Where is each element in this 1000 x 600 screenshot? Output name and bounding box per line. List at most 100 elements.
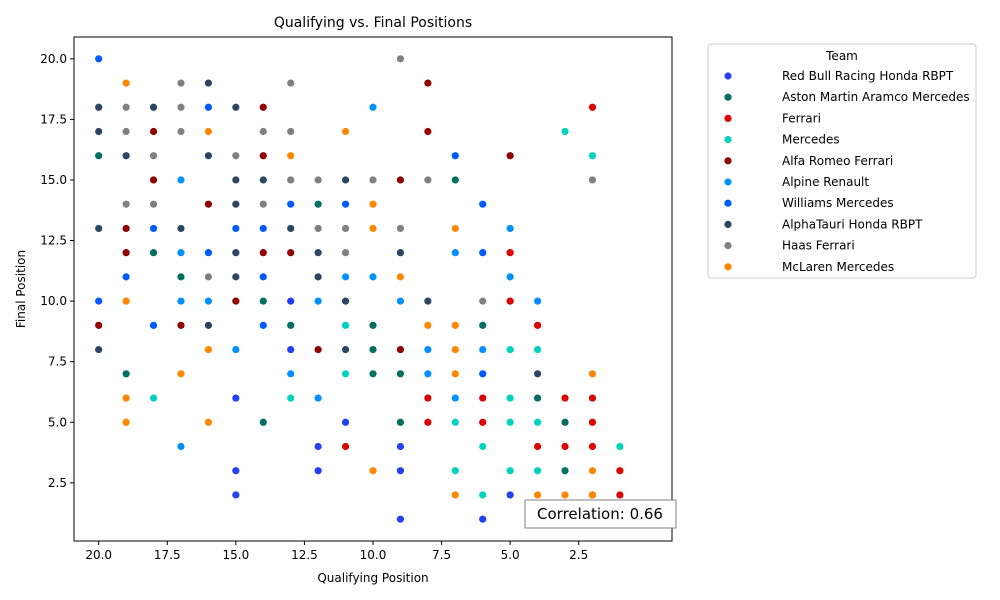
data-point [232, 394, 240, 402]
x-tick-label: 7.5 [432, 548, 451, 562]
data-point [506, 249, 514, 257]
data-point [506, 152, 514, 160]
legend-items: Red Bull Racing Honda RBPT Aston Martin A… [724, 69, 970, 274]
data-point [341, 442, 350, 451]
data-point [314, 297, 322, 305]
data-point [396, 442, 405, 451]
data-point [204, 79, 213, 87]
data-point [149, 103, 158, 111]
data-point [479, 394, 487, 402]
y-axis: 2.5 5.0 7.5 10.0 12.5 15.0 17.5 20.0 [40, 52, 74, 490]
data-point [616, 467, 624, 475]
data-point [122, 200, 130, 208]
data-point [259, 418, 267, 426]
data-point [122, 370, 130, 378]
data-point [479, 321, 487, 329]
data-point [424, 79, 432, 87]
data-point [177, 273, 185, 281]
data-point [424, 394, 432, 402]
data-point [561, 491, 569, 499]
data-point [204, 273, 213, 281]
chart-title: Qualifying vs. Final Positions [274, 15, 472, 31]
data-point [287, 345, 295, 354]
data-point [424, 176, 432, 184]
data-point [424, 370, 432, 378]
data-point [588, 370, 597, 378]
annotation-text: Correlation: 0.66 [537, 505, 663, 523]
data-point [177, 127, 185, 136]
data-point [424, 127, 432, 136]
data-point [533, 442, 542, 451]
data-point [259, 103, 267, 111]
data-point [314, 467, 322, 475]
data-point [259, 273, 267, 281]
data-point [479, 345, 487, 354]
y-tick-label: 7.5 [48, 355, 67, 369]
legend[interactable]: Team Red Bull Racing Honda RBPT Aston Mar… [707, 43, 977, 279]
legend-label: Alpine Renault [782, 175, 869, 189]
y-tick-label: 12.5 [40, 234, 67, 248]
data-point [369, 273, 377, 281]
data-point [204, 200, 213, 208]
data-point [232, 176, 240, 184]
data-point [369, 370, 377, 378]
data-point [204, 418, 213, 426]
data-point [95, 103, 103, 111]
data-point [287, 370, 295, 378]
data-point [204, 345, 213, 354]
data-point [232, 345, 240, 354]
data-point [177, 321, 185, 329]
data-point [369, 345, 377, 354]
data-point [314, 224, 322, 233]
data-point [479, 442, 487, 451]
legend-marker [724, 114, 732, 122]
x-tick-label: 2.5 [569, 548, 588, 562]
data-point [149, 176, 158, 184]
data-point [533, 321, 542, 329]
data-point [314, 249, 322, 257]
data-point [341, 297, 350, 305]
data-point [341, 200, 350, 208]
data-point [451, 224, 459, 233]
y-tick-label: 20.0 [40, 52, 67, 66]
data-point [177, 103, 185, 111]
data-point [287, 394, 295, 402]
data-point [451, 176, 459, 184]
data-point [396, 418, 405, 426]
data-point [232, 200, 240, 208]
data-point [451, 418, 459, 426]
legend-label: Haas Ferrari [782, 239, 855, 253]
x-tick-label: 17.5 [154, 548, 181, 562]
legend-marker [724, 199, 732, 207]
data-point [561, 467, 569, 475]
data-point [149, 127, 158, 136]
data-point [232, 103, 240, 111]
data-point [122, 103, 130, 111]
legend-label: Williams Mercedes [782, 196, 894, 210]
data-point [149, 200, 158, 208]
data-point [533, 418, 542, 426]
legend-label: Alfa Romeo Ferrari [782, 154, 893, 168]
data-point [369, 467, 377, 475]
x-tick-label: 20.0 [85, 548, 112, 562]
data-point [533, 345, 542, 354]
data-point [424, 418, 432, 426]
data-point [122, 297, 130, 305]
data-point [451, 467, 459, 475]
data-point [341, 418, 350, 426]
data-point [396, 370, 405, 378]
y-tick-label: 10.0 [40, 294, 67, 308]
y-tick-label: 5.0 [48, 415, 67, 429]
data-point [122, 79, 130, 87]
data-point [232, 152, 240, 160]
data-point [616, 442, 624, 451]
data-point [287, 127, 295, 136]
data-point [424, 321, 432, 329]
data-point [451, 249, 459, 257]
data-point [341, 127, 350, 136]
data-point [533, 370, 542, 378]
data-point [561, 418, 569, 426]
data-point [204, 103, 213, 111]
data-point [506, 345, 514, 354]
data-point [287, 249, 295, 257]
